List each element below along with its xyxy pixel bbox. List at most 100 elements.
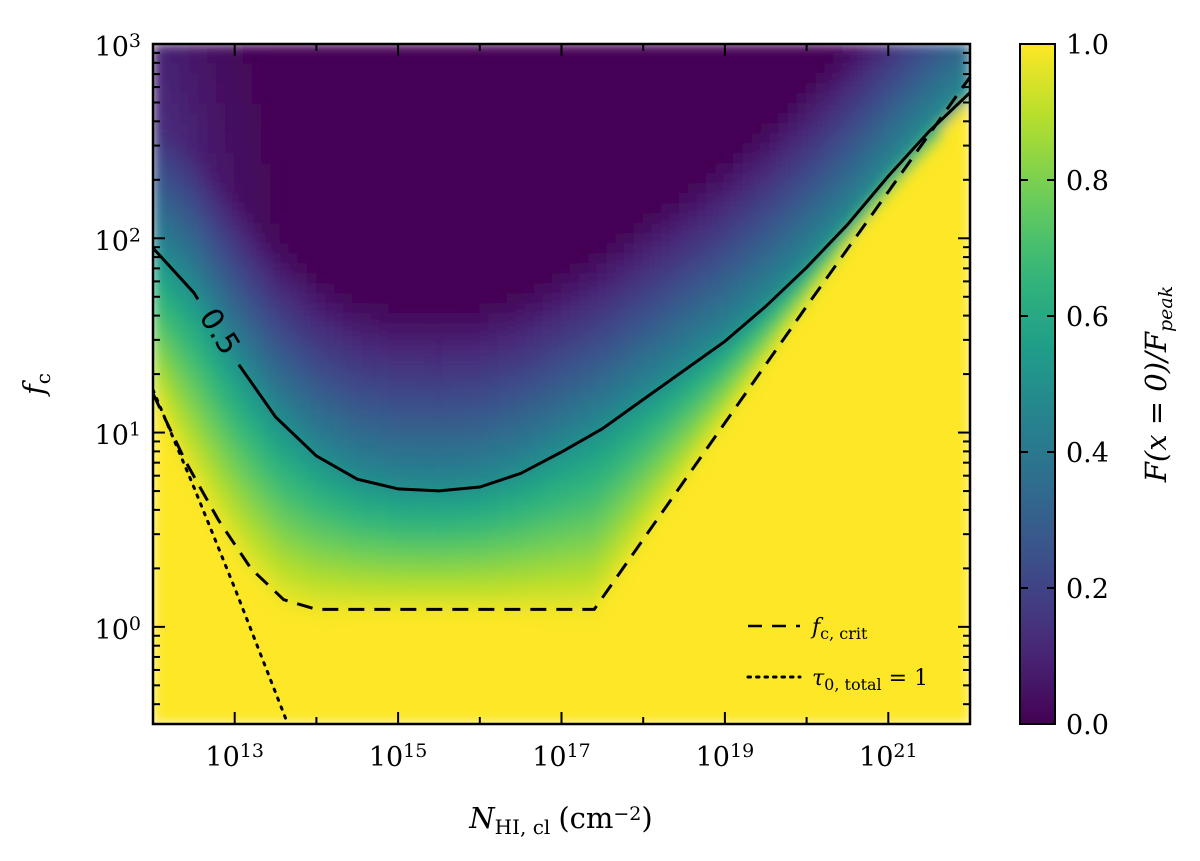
heatmap-cell [769, 213, 780, 225]
heatmap-cell [506, 673, 517, 685]
heatmap-cell [760, 333, 771, 345]
heatmap-cell [252, 433, 263, 445]
heatmap-cell [361, 483, 372, 495]
heatmap-cell [524, 583, 535, 595]
heatmap-cell [787, 593, 799, 605]
heatmap-cell [370, 553, 381, 565]
heatmap-cell [669, 423, 681, 435]
heatmap-cell [806, 333, 817, 345]
heatmap-cell [206, 323, 218, 335]
heatmap-cell [452, 133, 463, 145]
heatmap-cell [624, 263, 635, 275]
heatmap-cell [697, 703, 708, 715]
heatmap-cell [624, 183, 635, 195]
heatmap-cell [261, 263, 272, 275]
heatmap-cell [379, 673, 390, 685]
heatmap-cell [252, 113, 263, 125]
heatmap-cell [669, 673, 681, 685]
heatmap-cell [170, 363, 181, 375]
heatmap-cell [397, 233, 408, 245]
heatmap-cell [243, 333, 254, 345]
heatmap-cell [633, 333, 644, 345]
heatmap-cell [806, 483, 817, 495]
heatmap-cell [797, 563, 808, 575]
heatmap-cell [442, 623, 454, 635]
heatmap-cell [588, 503, 599, 515]
heatmap-cell [715, 543, 726, 555]
heatmap-cell [288, 213, 299, 225]
heatmap-cell [179, 523, 190, 535]
heatmap-cell [370, 693, 381, 705]
heatmap-cell [161, 133, 172, 145]
heatmap-cell [397, 653, 408, 665]
heatmap-cell [406, 543, 417, 555]
heatmap-cell [343, 283, 354, 295]
heatmap-cell [669, 363, 681, 375]
heatmap-cell [442, 663, 454, 675]
heatmap-cell [324, 633, 336, 645]
heatmap-cell [497, 273, 508, 285]
heatmap-cell [442, 243, 454, 255]
heatmap-cell [479, 593, 490, 605]
heatmap-cell [542, 263, 553, 275]
heatmap-cell [397, 293, 408, 305]
heatmap-cell [515, 273, 526, 285]
heatmap-cell [633, 603, 644, 615]
heatmap-cell [815, 293, 826, 305]
heatmap-cell [179, 63, 190, 75]
heatmap-cell [679, 93, 690, 105]
heatmap-cell [688, 163, 699, 175]
heatmap-cell [153, 693, 163, 705]
heatmap-cell [479, 703, 490, 715]
heatmap-cell [724, 633, 735, 645]
heatmap-cell [270, 503, 281, 515]
heatmap-cell [651, 183, 662, 195]
heatmap-cell [153, 44, 163, 55]
heatmap-cell [488, 573, 499, 585]
heatmap-cell [633, 44, 644, 55]
heatmap-cell [669, 713, 681, 724]
heatmap-cell [161, 213, 172, 225]
heatmap-cell [379, 513, 390, 525]
heatmap-cell [234, 403, 245, 415]
heatmap-cell [515, 433, 526, 445]
heatmap-cell [706, 633, 717, 645]
heatmap-cell [415, 533, 426, 545]
heatmap-cell [306, 653, 317, 665]
heatmap-cell [261, 373, 272, 385]
heatmap-cell [234, 453, 245, 465]
heatmap-cell [243, 453, 254, 465]
heatmap-cell [742, 403, 753, 415]
heatmap-cell [334, 483, 345, 495]
heatmap-cell [442, 423, 454, 435]
heatmap-cell [733, 633, 744, 645]
heatmap-cell [488, 463, 499, 475]
heatmap-cell [724, 193, 735, 205]
heatmap-cell [433, 363, 444, 375]
heatmap-cell [352, 563, 363, 575]
heatmap-cell [470, 693, 481, 705]
heatmap-cell [642, 133, 653, 145]
heatmap-cell [252, 503, 263, 515]
heatmap-cell [488, 273, 499, 285]
heatmap-cell [479, 383, 490, 395]
heatmap-cell [161, 603, 172, 615]
heatmap-cell [797, 143, 808, 155]
heatmap-cell [715, 463, 726, 475]
heatmap-cell [715, 383, 726, 395]
heatmap-cell [515, 44, 526, 55]
heatmap-cell [306, 423, 317, 435]
heatmap-cell [606, 123, 617, 135]
heatmap-cell [669, 63, 681, 75]
heatmap-cell [706, 373, 717, 385]
heatmap-cell [815, 93, 826, 105]
heatmap-cell [216, 203, 227, 215]
heatmap-cell [706, 413, 717, 425]
heatmap-cell [234, 203, 245, 215]
heatmap-cell [542, 253, 553, 265]
heatmap-cell [778, 63, 789, 75]
heatmap-cell [806, 353, 817, 365]
heatmap-cell [470, 713, 481, 724]
heatmap-cell [606, 353, 617, 365]
heatmap-cell [170, 53, 181, 65]
